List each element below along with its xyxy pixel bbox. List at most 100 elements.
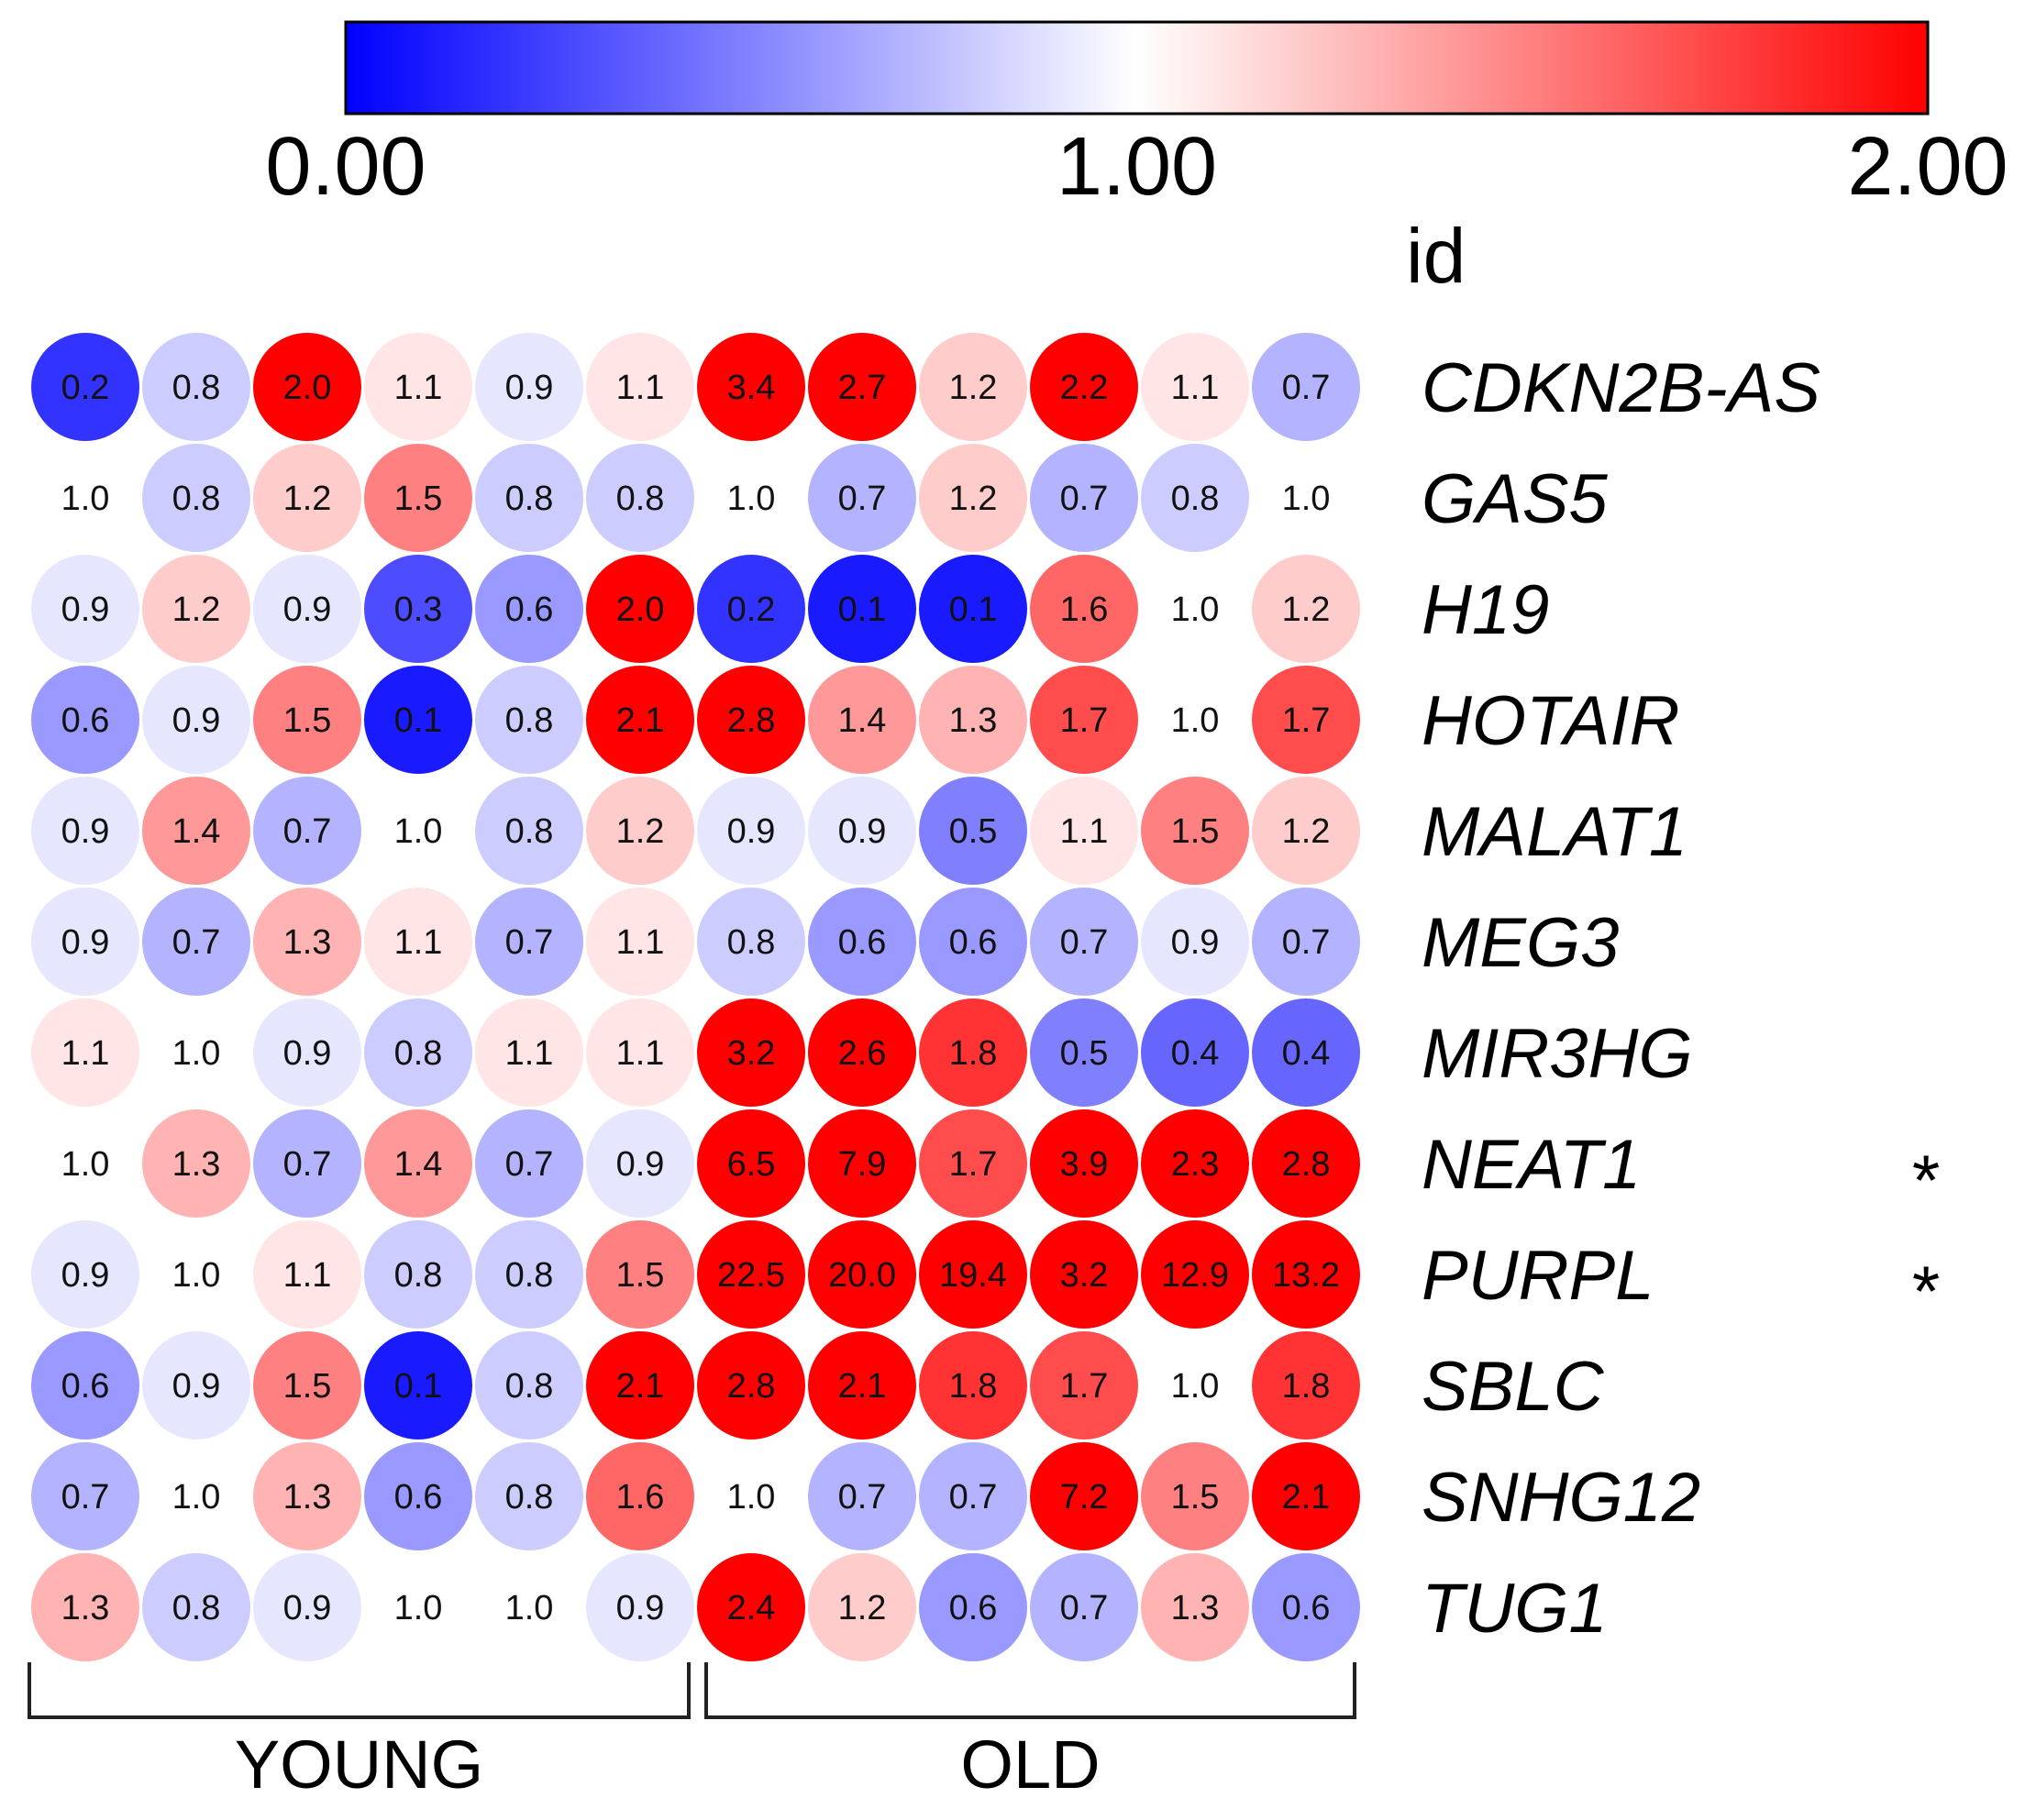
heatmap-cell [142,777,250,885]
cell-value-label: 0.9 [616,1589,665,1627]
cell-value-label: 1.0 [394,1589,443,1627]
heatmap-cell [142,888,250,996]
cell-value-label: 7.9 [838,1145,887,1184]
row-label: SNHG12 [1422,1459,1700,1537]
cell-value-label: 0.9 [505,369,554,407]
cell-value-label: 12.9 [1161,1256,1229,1295]
cell-value-label: 0.1 [394,1367,443,1406]
cell-value-label: 1.1 [1060,812,1109,851]
heatmap-cell [586,888,694,996]
cell-value-label: 1.0 [1171,1367,1220,1406]
heatmap-cell [475,777,583,885]
cell-value-label: 1.2 [1282,812,1331,851]
heatmap-cell [142,555,250,663]
heatmap-cell [586,1220,694,1329]
row-label: HOTAIR [1422,682,1679,760]
cell-value-label: 1.8 [949,1367,998,1406]
heatmap-cell [1252,777,1360,885]
cell-value-label: 1.2 [838,1589,887,1627]
cell-value-label: 0.8 [172,1589,221,1627]
heatmap-cell [31,1442,139,1550]
cell-value-label: 0.6 [61,701,110,740]
cell-value-label: 1.1 [394,369,443,407]
heatmap-cell [142,666,250,774]
cell-value-label: 0.7 [838,480,887,518]
heatmap-cell [697,1442,805,1550]
cell-value-label: 1.5 [283,1367,332,1406]
heatmap-cell [475,1220,583,1329]
heatmap-cell [697,888,805,996]
cell-value-label: 0.9 [1171,923,1220,962]
cell-value-label: 1.0 [1171,701,1220,740]
cell-value-label: 1.0 [505,1589,554,1627]
heatmap-cell [31,444,139,552]
heatmap-cell [1030,1331,1138,1439]
cell-value-label: 1.2 [616,812,665,851]
cell-value-label: 1.0 [1282,480,1331,518]
heatmap-cell [1030,777,1138,885]
heatmap-cell [697,555,805,663]
significance-marker: * [1912,1251,1940,1331]
cell-value-label: 0.8 [616,480,665,518]
heatmap-cell [586,998,694,1107]
heatmap-cell [808,333,916,441]
heatmap-cell [364,998,472,1107]
cell-value-label: 2.1 [1282,1478,1331,1517]
cell-value-label: 0.1 [949,590,998,629]
heatmap-cell [697,1331,805,1439]
heatmap-cell [586,1331,694,1439]
cell-value-label: 1.2 [949,480,998,518]
heatmap-cell [1030,1220,1138,1329]
heatmap-cell [808,1442,916,1550]
cell-value-label: 0.9 [61,590,110,629]
cell-value-label: 1.5 [1171,1478,1220,1517]
cell-value-label: 0.5 [949,812,998,851]
heatmap-cell [919,1220,1027,1329]
cell-value-label: 1.0 [61,1145,110,1184]
row-labels: CDKN2B-AS GAS5 H19 HOTAIR MALAT1 MEG3 MIR3HG NE… [1422,349,1940,1648]
cell-value-label: 2.0 [616,590,665,629]
cell-value-label: 1.0 [172,1478,221,1517]
cell-value-label: 0.8 [394,1256,443,1295]
heatmap-cell [31,1220,139,1329]
heatmap-cell [142,1442,250,1550]
heatmap-cell [808,666,916,774]
heatmap-cell [253,998,361,1107]
colorbar-gradient [344,20,1930,116]
cell-value-label: 1.7 [1060,1367,1109,1406]
cell-value-label: 1.3 [1171,1589,1220,1627]
heatmap-cell [1141,888,1249,996]
cell-value-label: 1.8 [949,1034,998,1073]
cell-value-label: 0.8 [505,1478,554,1517]
heatmap-cell [919,1109,1027,1218]
cell-value-label: 0.8 [1171,480,1220,518]
row-label: MIR3HG [1422,1015,1693,1093]
heatmap-cell [31,1109,139,1218]
cell-value-label: 0.6 [394,1478,443,1517]
heatmap-cell [253,666,361,774]
cell-value-label: 2.8 [727,701,776,740]
cell-value-label: 1.2 [1282,590,1331,629]
row-label: TUG1 [1422,1570,1608,1648]
cell-value-label: 0.8 [394,1034,443,1073]
cell-value-label: 2.8 [727,1367,776,1406]
row-label: PURPL [1422,1237,1654,1315]
cell-value-label: 1.0 [172,1256,221,1295]
heatmap-cell [697,1109,805,1218]
cell-value-label: 1.3 [61,1589,110,1627]
cell-value-label: 0.9 [283,1034,332,1073]
cell-value-label: 1.7 [1282,701,1331,740]
cell-value-label: 1.3 [949,701,998,740]
cell-value-label: 0.7 [505,923,554,962]
heatmap-cell [475,444,583,552]
cell-value-label: 1.0 [172,1034,221,1073]
heatmap-cell [364,1553,472,1661]
heatmap-cell [697,333,805,441]
heatmap-cell [586,444,694,552]
heatmap-cell [919,888,1027,996]
cell-value-label: 2.3 [1171,1145,1220,1184]
heatmap-cell [1252,888,1360,996]
cell-value-label: 13.2 [1272,1256,1340,1295]
heatmap-cell [31,888,139,996]
cell-value-label: 1.0 [61,480,110,518]
